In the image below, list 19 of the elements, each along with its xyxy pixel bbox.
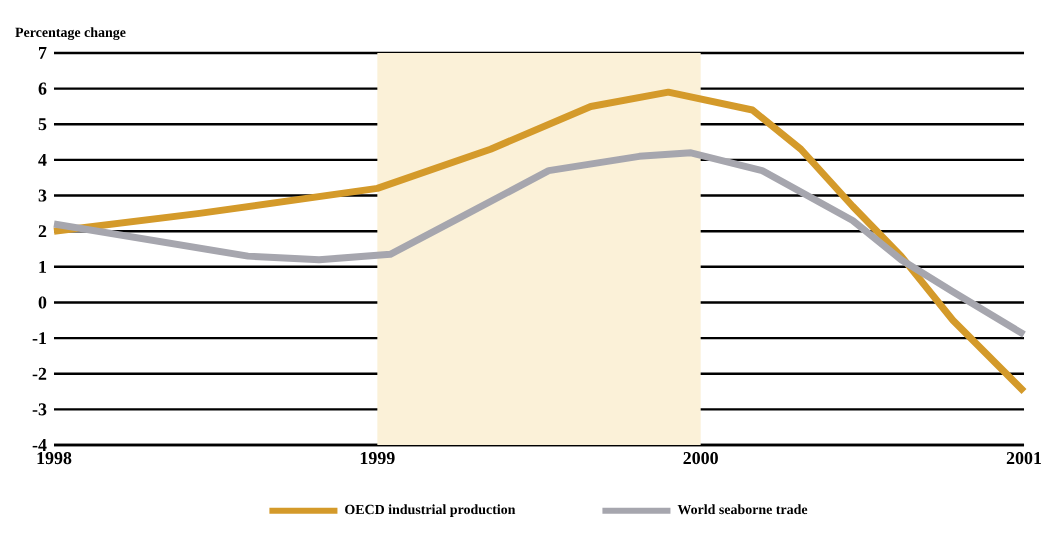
y-axis-title: Percentage change xyxy=(15,27,126,40)
legend-label: World seaborne trade xyxy=(677,504,808,515)
y-tick-label: 3 xyxy=(38,189,47,202)
y-tick-label: 4 xyxy=(38,154,47,166)
y-tick-label: -1 xyxy=(32,332,47,345)
x-tick-label: 2000 xyxy=(683,452,718,465)
y-tick-label: -3 xyxy=(32,403,47,416)
y-tick-label: -4 xyxy=(32,439,47,451)
y-tick-label: 5 xyxy=(38,118,47,131)
x-tick-label: 1999 xyxy=(360,452,395,465)
legend-label: OECD industrial production xyxy=(345,504,516,517)
y-tick-label: 6 xyxy=(38,82,47,95)
y-tick-label: 2 xyxy=(38,225,47,238)
x-tick-label: 2001 xyxy=(1006,452,1042,465)
y-tick-label: 0 xyxy=(38,296,47,309)
y-tick-label: 7 xyxy=(39,47,47,59)
x-tick-label: 1998 xyxy=(37,452,72,465)
y-tick-label: -2 xyxy=(32,367,47,380)
y-tick-label: 1 xyxy=(39,260,47,273)
